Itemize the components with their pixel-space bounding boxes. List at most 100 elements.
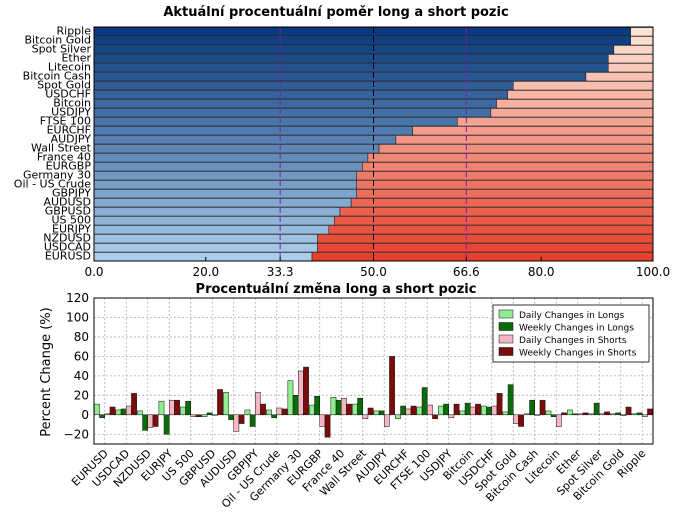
short-bar [356, 189, 654, 199]
long-bar [93, 81, 514, 91]
legend-swatch [498, 322, 514, 331]
change-bar [260, 403, 266, 416]
change-bar [556, 414, 562, 427]
change-bar [276, 407, 283, 416]
long-bar [93, 162, 363, 172]
category-label: USDCHF [45, 88, 91, 101]
legend-swatch [498, 309, 514, 319]
category-label: Bitcoin [53, 97, 91, 110]
legend-entry: Weekly Changes in Shorts [519, 349, 637, 359]
short-bar [362, 162, 654, 172]
change-bar [266, 409, 272, 416]
percent-change-chart: Procentuální změna long a short pozic −2… [39, 282, 654, 511]
change-bar [223, 392, 229, 416]
change-bar [169, 399, 175, 416]
top-chart-title: Aktuální procentuální poměr long a short… [163, 5, 508, 20]
short-bar [608, 63, 654, 73]
change-bar [212, 414, 218, 416]
change-bar [400, 405, 406, 416]
change-bar [524, 413, 530, 416]
long-bar [93, 180, 357, 190]
short-bar [395, 135, 654, 145]
category-label: USDCAD [44, 241, 91, 254]
change-bar [513, 414, 519, 424]
change-bar [615, 412, 621, 416]
change-bar [545, 410, 552, 416]
category-label: EURGBP [46, 160, 92, 173]
change-bar [352, 403, 358, 416]
change-bar [120, 408, 127, 416]
category-label: EURJPY [52, 223, 91, 236]
change-bar [636, 412, 643, 416]
category-label: GBPJPY [52, 187, 91, 200]
category-label: Bitcoin Gold [24, 34, 91, 47]
change-bar [384, 414, 390, 427]
short-bar [457, 117, 654, 127]
change-bar [631, 413, 638, 416]
change-bar [470, 406, 476, 416]
long-bar [93, 207, 341, 217]
change-bar [610, 413, 616, 416]
x-tick-label: 0.0 [84, 265, 103, 279]
change-bar [104, 413, 111, 416]
category-label: Germany 30 [23, 169, 91, 182]
change-bar [593, 402, 600, 416]
change-bar [550, 414, 557, 417]
change-bar [620, 414, 627, 417]
change-bar [142, 414, 149, 431]
change-bar [577, 413, 584, 416]
change-bar [303, 366, 309, 416]
bottom-y-axis-label: Percent Change (%) [39, 307, 54, 436]
bottom-plot-frame [93, 297, 654, 445]
y-tick-label: 0 [81, 408, 89, 422]
long-bar [93, 216, 335, 226]
change-bar [496, 393, 503, 416]
change-bar [319, 414, 326, 427]
long-bar [93, 135, 397, 145]
change-bar [109, 406, 116, 416]
short-bar [630, 27, 654, 37]
category-label: FTSE 100 [40, 115, 91, 128]
category-label: France 40 [37, 151, 91, 164]
long-short-ratio-chart: Aktuální procentuální poměr long a short… [14, 5, 670, 279]
change-bar [421, 387, 428, 416]
short-bar [507, 90, 654, 100]
change-bar [255, 392, 261, 416]
change-bar [475, 403, 481, 416]
y-tick-label: 20 [74, 388, 89, 402]
top-x-tick-labels: 0.0 20.0 33.3 50.0 66.6 80.0 100.0 [84, 257, 670, 279]
change-bar [464, 402, 471, 416]
change-bar [599, 413, 605, 416]
change-bar [481, 405, 487, 416]
long-bar [93, 45, 615, 55]
long-bar [93, 36, 631, 46]
change-bar [314, 396, 320, 416]
change-bar [529, 399, 535, 416]
change-bar [201, 414, 208, 417]
change-bar [502, 411, 509, 416]
y-tick-label: 80 [74, 330, 89, 344]
change-bar [367, 407, 374, 416]
legend-entry: Weekly Changes in Longs [519, 324, 634, 334]
long-bar [93, 234, 318, 244]
change-bar [539, 399, 546, 416]
long-bar [93, 63, 609, 73]
change-bar [588, 413, 595, 416]
category-label: GBPUSD [45, 205, 91, 218]
change-bar [99, 414, 106, 418]
short-bar [585, 72, 654, 82]
short-bar [311, 252, 654, 262]
y-tick-label: 100 [66, 310, 89, 324]
bottom-bars [93, 297, 654, 445]
short-bar [356, 171, 654, 181]
x-tick-label: 33.3 [267, 265, 294, 279]
x-tick-label: 100.0 [636, 265, 670, 279]
change-bar [158, 400, 165, 416]
long-bar [93, 153, 369, 163]
long-bar [93, 117, 458, 127]
long-bar [93, 90, 508, 100]
short-bar [608, 54, 654, 64]
change-bar [287, 380, 294, 416]
long-bar [93, 27, 631, 37]
legend-entry: Daily Changes in Shorts [519, 336, 627, 346]
